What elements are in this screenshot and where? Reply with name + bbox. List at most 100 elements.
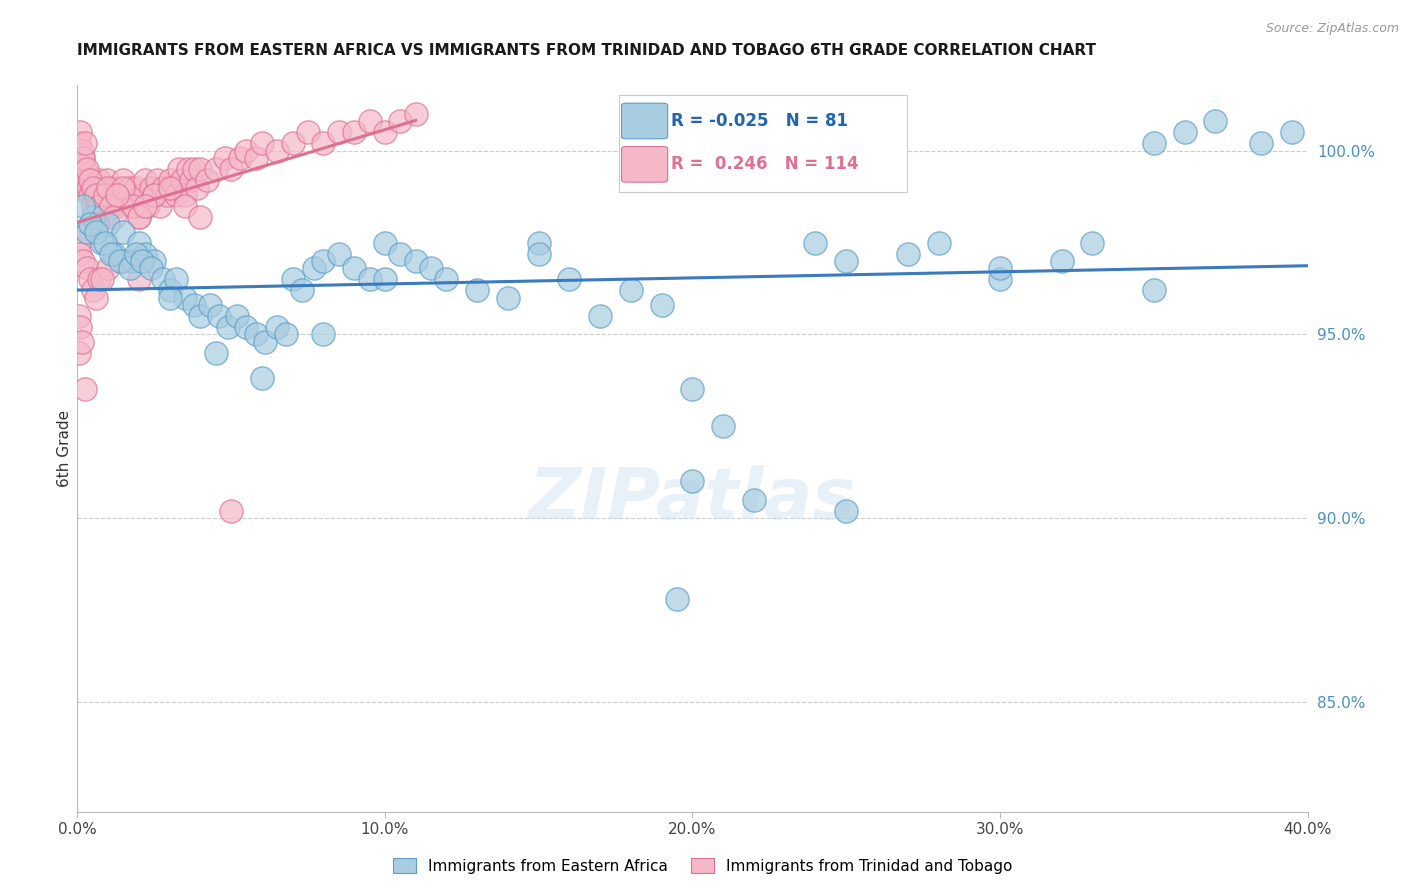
Point xyxy=(84,291,107,305)
Point xyxy=(90,272,114,286)
Point xyxy=(190,162,212,177)
Point xyxy=(73,162,96,177)
Point xyxy=(496,291,519,305)
Point xyxy=(112,180,135,194)
Point xyxy=(281,136,304,151)
Point xyxy=(131,187,153,202)
Point xyxy=(589,309,612,323)
Point xyxy=(90,180,114,194)
Point xyxy=(103,246,125,260)
Point xyxy=(1050,254,1073,268)
Point xyxy=(159,173,181,187)
Point xyxy=(105,199,128,213)
Point xyxy=(742,492,765,507)
Point xyxy=(97,261,120,276)
Point xyxy=(84,187,107,202)
Point xyxy=(77,225,100,239)
Point xyxy=(835,503,858,517)
Point xyxy=(82,180,104,194)
Point xyxy=(69,162,91,177)
Point xyxy=(141,261,163,276)
Point xyxy=(67,235,90,250)
Point xyxy=(159,284,181,298)
Point xyxy=(190,210,212,224)
Point xyxy=(204,162,226,177)
Point xyxy=(97,199,120,213)
Point xyxy=(100,199,122,213)
Point xyxy=(180,173,202,187)
Point xyxy=(359,114,381,128)
Point xyxy=(112,254,135,268)
Point xyxy=(281,272,304,286)
Point xyxy=(110,187,132,202)
Point xyxy=(159,180,181,194)
Point xyxy=(146,173,169,187)
Point xyxy=(134,173,156,187)
Point xyxy=(84,225,107,239)
Text: R =  0.246   N = 114: R = 0.246 N = 114 xyxy=(671,155,858,173)
Point xyxy=(214,151,236,165)
Point xyxy=(70,144,93,158)
Text: R = -0.025   N = 81: R = -0.025 N = 81 xyxy=(671,112,848,130)
Point xyxy=(1250,136,1272,151)
Point xyxy=(186,180,208,194)
Legend: Immigrants from Eastern Africa, Immigrants from Trinidad and Tobago: Immigrants from Eastern Africa, Immigran… xyxy=(387,852,1019,880)
Point xyxy=(97,180,120,194)
Point xyxy=(125,180,148,194)
Point xyxy=(389,246,412,260)
Point xyxy=(76,162,98,177)
Point xyxy=(100,246,122,260)
Point xyxy=(217,320,239,334)
Point xyxy=(190,309,212,323)
Point xyxy=(69,246,91,260)
Point xyxy=(302,261,325,276)
Point xyxy=(128,210,150,224)
Point xyxy=(121,199,143,213)
Point xyxy=(73,383,96,397)
Point xyxy=(198,298,221,312)
Point xyxy=(389,114,412,128)
Point xyxy=(94,187,117,202)
Point xyxy=(94,187,117,202)
Point xyxy=(93,199,115,213)
Point xyxy=(276,327,298,342)
Point xyxy=(1281,126,1303,140)
Point xyxy=(245,327,267,342)
Point xyxy=(835,254,858,268)
Point xyxy=(69,126,91,140)
Point xyxy=(174,187,197,202)
Point xyxy=(527,246,550,260)
Point xyxy=(84,187,107,202)
Point xyxy=(76,261,98,276)
Point xyxy=(343,261,366,276)
Point xyxy=(312,136,335,151)
Point xyxy=(90,210,114,224)
Point xyxy=(155,187,177,202)
Y-axis label: 6th Grade: 6th Grade xyxy=(56,409,72,487)
FancyBboxPatch shape xyxy=(621,103,668,139)
Point xyxy=(141,180,163,194)
Point xyxy=(69,320,91,334)
Point xyxy=(291,284,314,298)
Point xyxy=(76,225,98,239)
Point xyxy=(82,210,104,224)
Point xyxy=(87,272,110,286)
Point xyxy=(115,187,138,202)
Point xyxy=(897,246,920,260)
Point xyxy=(159,291,181,305)
Point xyxy=(76,173,98,187)
Point xyxy=(988,272,1011,286)
Point xyxy=(359,272,381,286)
Point xyxy=(343,126,366,140)
Point xyxy=(165,187,187,202)
Point xyxy=(100,187,122,202)
Point xyxy=(67,180,90,194)
Point xyxy=(208,309,231,323)
Point xyxy=(97,217,120,231)
Point xyxy=(420,261,443,276)
Point xyxy=(229,151,252,165)
Point xyxy=(77,180,100,194)
Point xyxy=(112,173,135,187)
Point xyxy=(143,187,166,202)
Point xyxy=(72,199,94,213)
